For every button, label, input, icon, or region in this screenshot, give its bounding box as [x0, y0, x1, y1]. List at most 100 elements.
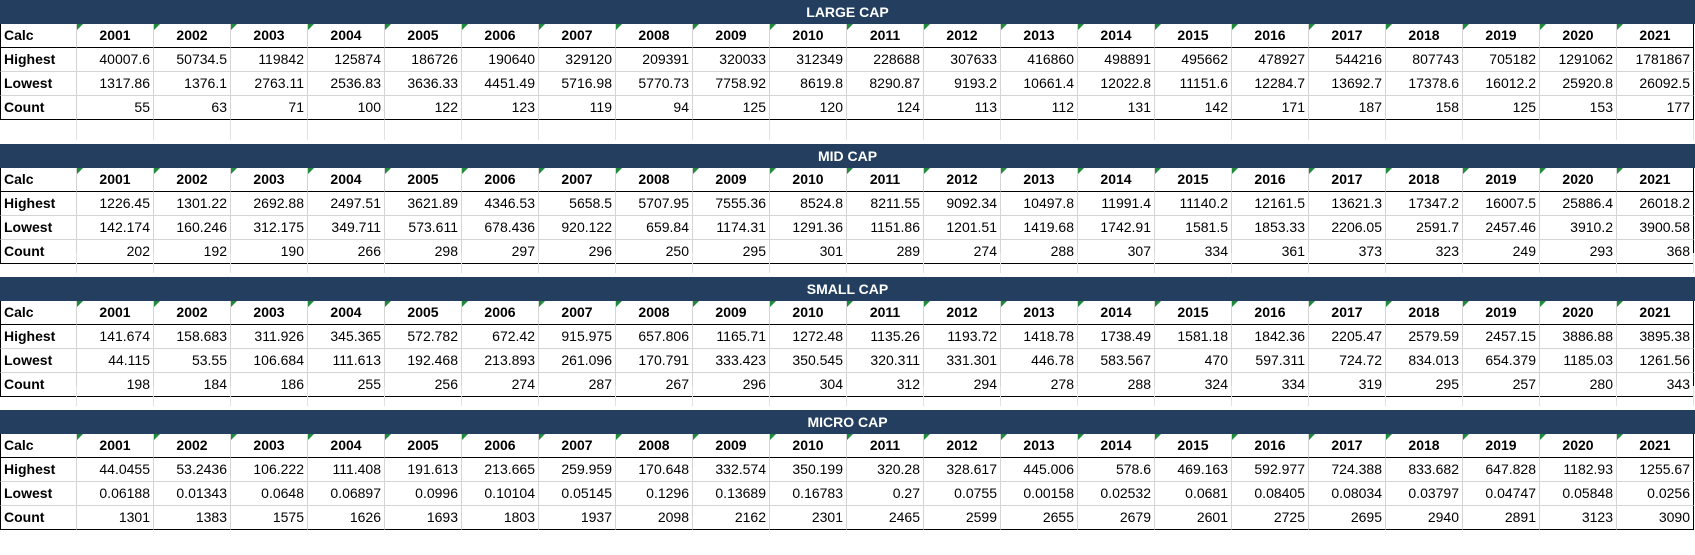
value-cell[interactable]: 94 [616, 96, 693, 120]
empty-cell[interactable] [770, 386, 847, 406]
empty-cell[interactable] [231, 120, 308, 140]
value-cell[interactable]: 55 [77, 96, 154, 120]
value-cell[interactable]: 44.0455 [77, 458, 154, 482]
year-header-cell[interactable]: 2019 [1463, 168, 1540, 192]
empty-cell[interactable] [924, 386, 1001, 406]
value-cell[interactable]: 307 [1078, 240, 1155, 264]
value-cell[interactable]: 192 [154, 240, 231, 264]
year-header-cell[interactable]: 2020 [1540, 301, 1617, 325]
value-cell[interactable]: 3895.38 [1617, 325, 1694, 349]
value-cell[interactable]: 333.423 [693, 349, 770, 373]
value-cell[interactable]: 158.683 [154, 325, 231, 349]
value-cell[interactable]: 293 [1540, 240, 1617, 264]
year-header-cell[interactable]: 2011 [847, 434, 924, 458]
value-cell[interactable]: 657.806 [616, 325, 693, 349]
value-cell[interactable]: 0.00158 [1001, 482, 1078, 506]
value-cell[interactable]: 311.926 [231, 325, 308, 349]
value-cell[interactable]: 573.611 [385, 216, 462, 240]
value-cell[interactable]: 350.199 [770, 458, 847, 482]
value-cell[interactable]: 1317.86 [77, 72, 154, 96]
value-cell[interactable]: 119 [539, 96, 616, 120]
year-header-cell[interactable]: 2015 [1155, 434, 1232, 458]
value-cell[interactable]: 259.959 [539, 458, 616, 482]
value-cell[interactable]: 141.674 [77, 325, 154, 349]
value-cell[interactable]: 312349 [770, 48, 847, 72]
value-cell[interactable]: 1135.26 [847, 325, 924, 349]
value-cell[interactable]: 807743 [1386, 48, 1463, 72]
value-cell[interactable]: 1151.86 [847, 216, 924, 240]
empty-cell[interactable] [1617, 386, 1694, 406]
value-cell[interactable]: 184 [154, 373, 231, 397]
value-cell[interactable]: 1693 [385, 506, 462, 530]
value-cell[interactable]: 1301.22 [154, 192, 231, 216]
value-cell[interactable]: 0.10104 [462, 482, 539, 506]
value-cell[interactable]: 1291.36 [770, 216, 847, 240]
year-header-cell[interactable]: 2012 [924, 168, 1001, 192]
value-cell[interactable]: 1291062 [1540, 48, 1617, 72]
year-header-cell[interactable]: 2003 [231, 434, 308, 458]
value-cell[interactable]: 1255.67 [1617, 458, 1694, 482]
value-cell[interactable]: 2763.11 [231, 72, 308, 96]
value-cell[interactable]: 17378.6 [1386, 72, 1463, 96]
value-cell[interactable]: 280 [1540, 373, 1617, 397]
empty-cell[interactable] [77, 386, 154, 406]
row-label-cell[interactable]: Lowest [0, 349, 77, 373]
empty-cell[interactable] [1155, 120, 1232, 140]
year-header-cell[interactable]: 2001 [77, 24, 154, 48]
empty-cell[interactable] [77, 253, 154, 273]
value-cell[interactable]: 1383 [154, 506, 231, 530]
year-header-cell[interactable]: 2006 [462, 24, 539, 48]
empty-cell[interactable] [385, 253, 462, 273]
empty-cell[interactable] [1001, 386, 1078, 406]
value-cell[interactable]: 350.545 [770, 349, 847, 373]
value-cell[interactable]: 2725 [1232, 506, 1309, 530]
value-cell[interactable]: 5707.95 [616, 192, 693, 216]
row-label-cell[interactable]: Highest [0, 192, 77, 216]
year-header-cell[interactable]: 2012 [924, 301, 1001, 325]
value-cell[interactable]: 123 [462, 96, 539, 120]
value-cell[interactable]: 17347.2 [1386, 192, 1463, 216]
value-cell[interactable]: 724.72 [1309, 349, 1386, 373]
empty-cell[interactable] [1232, 386, 1309, 406]
value-cell[interactable]: 10497.8 [1001, 192, 1078, 216]
empty-cell[interactable] [1617, 253, 1694, 273]
empty-cell[interactable] [154, 120, 231, 140]
value-cell[interactable]: 2579.59 [1386, 325, 1463, 349]
year-header-cell[interactable]: 2003 [231, 24, 308, 48]
empty-cell[interactable] [308, 253, 385, 273]
header-label-cell[interactable]: Calc [0, 24, 77, 48]
value-cell[interactable]: 2206.05 [1309, 216, 1386, 240]
value-cell[interactable]: 7758.92 [693, 72, 770, 96]
year-header-cell[interactable]: 2002 [154, 301, 231, 325]
value-cell[interactable]: 53.55 [154, 349, 231, 373]
value-cell[interactable]: 2497.51 [308, 192, 385, 216]
year-header-cell[interactable]: 2006 [462, 168, 539, 192]
value-cell[interactable]: 2457.15 [1463, 325, 1540, 349]
year-header-cell[interactable]: 2006 [462, 434, 539, 458]
value-cell[interactable]: 13621.3 [1309, 192, 1386, 216]
value-cell[interactable]: 171 [1232, 96, 1309, 120]
value-cell[interactable]: 289 [847, 240, 924, 264]
value-cell[interactable]: 213.893 [462, 349, 539, 373]
empty-cell[interactable] [539, 253, 616, 273]
year-header-cell[interactable]: 2009 [693, 301, 770, 325]
empty-cell[interactable] [616, 253, 693, 273]
empty-cell[interactable] [308, 386, 385, 406]
value-cell[interactable]: 267 [616, 373, 693, 397]
year-header-cell[interactable]: 2021 [1617, 168, 1694, 192]
year-header-cell[interactable]: 2004 [308, 168, 385, 192]
value-cell[interactable]: 0.0681 [1155, 482, 1232, 506]
value-cell[interactable]: 202 [77, 240, 154, 264]
value-cell[interactable]: 12022.8 [1078, 72, 1155, 96]
value-cell[interactable]: 1272.48 [770, 325, 847, 349]
value-cell[interactable]: 9193.2 [924, 72, 1001, 96]
year-header-cell[interactable]: 2017 [1309, 24, 1386, 48]
row-label-cell[interactable]: Count [0, 506, 77, 530]
value-cell[interactable]: 131 [1078, 96, 1155, 120]
year-header-cell[interactable]: 2018 [1386, 168, 1463, 192]
empty-cell[interactable] [385, 120, 462, 140]
value-cell[interactable]: 0.08034 [1309, 482, 1386, 506]
empty-cell[interactable] [1386, 120, 1463, 140]
value-cell[interactable]: 170.791 [616, 349, 693, 373]
value-cell[interactable]: 373 [1309, 240, 1386, 264]
